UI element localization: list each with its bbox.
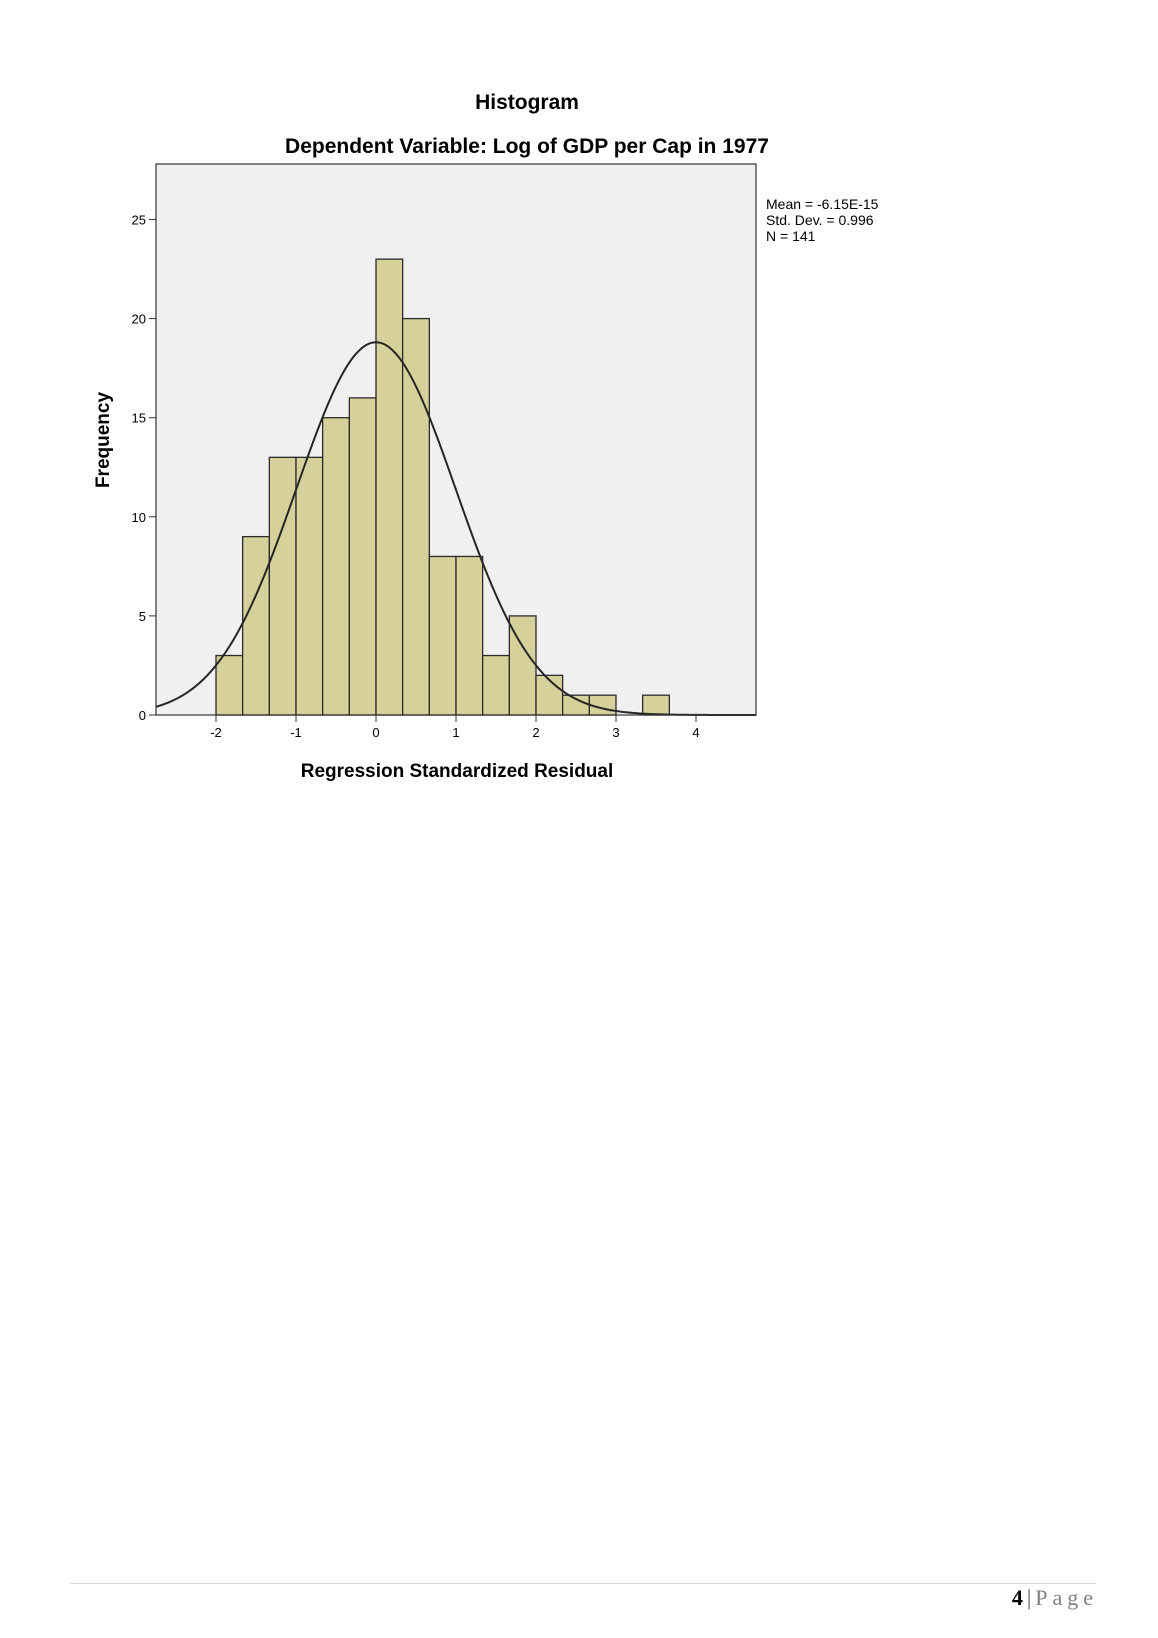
x-tick-label: 4 — [692, 725, 699, 740]
y-tick-label: 20 — [132, 312, 146, 327]
histogram-bar — [241, 535, 271, 716]
histogram-bar — [481, 654, 511, 716]
histogram-bar — [268, 456, 297, 716]
chart-subtitle: Dependent Variable: Log of GDP per Cap i… — [285, 135, 769, 158]
page-separator: | — [1026, 1585, 1032, 1610]
x-tick-label: 1 — [452, 725, 459, 740]
page-footer: 4 | Page — [1012, 1585, 1098, 1611]
histogram-bar — [321, 417, 351, 716]
x-axis-label: Regression Standardized Residual — [301, 761, 614, 782]
page-number: 4 — [1011, 1585, 1023, 1610]
histogram-bar — [375, 258, 404, 716]
x-tick-label: -1 — [290, 725, 302, 740]
y-tick-label: 5 — [139, 609, 146, 624]
stats-line: N = 141 — [766, 228, 816, 244]
normal-curve — [155, 341, 756, 716]
y-axis-label: Frequency — [93, 392, 114, 489]
histogram-bar — [348, 397, 377, 716]
histogram-bar — [535, 674, 564, 716]
stats-line: Std. Dev. = 0.996 — [766, 212, 874, 228]
page-word: Page — [1035, 1585, 1098, 1610]
stats-line: Mean = -6.15E-15 — [766, 196, 879, 212]
x-tick-label: 0 — [372, 725, 379, 740]
y-tick-label: 15 — [132, 411, 146, 426]
y-tick-label: 10 — [132, 510, 146, 525]
y-tick-label: 25 — [132, 212, 146, 227]
histogram-bar — [641, 694, 671, 716]
y-axis: 0 5 10 15 20 25 — [132, 212, 156, 723]
histogram-bar — [295, 456, 324, 716]
footer-divider — [70, 1583, 1096, 1584]
histogram-bar — [215, 654, 244, 716]
x-axis: -2 -1 0 1 2 3 4 — [210, 715, 700, 740]
histogram-bar — [428, 555, 457, 716]
x-tick-label: -2 — [210, 725, 222, 740]
y-tick-label: 0 — [139, 708, 146, 723]
x-tick-label: 2 — [532, 725, 539, 740]
x-tick-label: 3 — [612, 725, 619, 740]
histogram-bar — [401, 317, 431, 716]
chart-title: Histogram — [475, 91, 579, 114]
histogram-bar — [455, 555, 484, 716]
